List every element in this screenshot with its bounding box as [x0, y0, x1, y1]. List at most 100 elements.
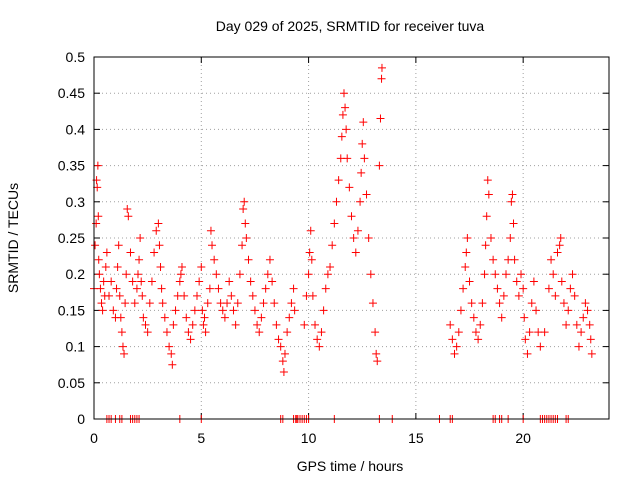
- data-point: [366, 270, 375, 279]
- data-point: [564, 306, 573, 315]
- data-point: [583, 306, 592, 315]
- data-point: [474, 335, 483, 344]
- data-point: [118, 342, 127, 351]
- data-point: [323, 270, 332, 279]
- data-point: [227, 291, 236, 300]
- data-point: [377, 74, 386, 83]
- data-point: [570, 291, 579, 300]
- data-point: [465, 277, 474, 286]
- data-point: [203, 299, 212, 308]
- data-point: [357, 168, 366, 177]
- data-point: [113, 262, 122, 271]
- y-tick-label: 0.3: [66, 194, 86, 210]
- data-point: [259, 299, 268, 308]
- data-point: [330, 219, 339, 228]
- data-point: [553, 248, 562, 257]
- data-point: [210, 255, 219, 264]
- data-point: [158, 299, 167, 308]
- data-point: [200, 313, 209, 322]
- data-point: [101, 262, 110, 271]
- data-point: [98, 306, 107, 315]
- data-point: [214, 284, 223, 293]
- data-point: [120, 349, 129, 358]
- data-point: [171, 306, 180, 315]
- data-point: [353, 226, 362, 235]
- data-point: [572, 320, 581, 329]
- x-tick-label: 5: [197, 430, 205, 446]
- data-point: [345, 183, 354, 192]
- data-point: [536, 342, 545, 351]
- data-point: [150, 248, 159, 257]
- grid-layer: [94, 57, 609, 419]
- data-point: [115, 291, 124, 300]
- data-point: [585, 320, 594, 329]
- data-point: [326, 262, 335, 271]
- y-tick-label: 0.35: [58, 158, 85, 174]
- data-point: [495, 299, 504, 308]
- data-point: [372, 349, 381, 358]
- data-point: [244, 255, 253, 264]
- data-point: [486, 234, 495, 242]
- data-point: [493, 284, 502, 293]
- points-layer: [90, 63, 596, 423]
- data-point: [94, 212, 103, 221]
- data-point: [497, 313, 506, 322]
- data-point: [461, 262, 470, 271]
- data-point: [231, 320, 240, 329]
- data-point: [469, 313, 478, 322]
- data-point: [280, 349, 289, 358]
- data-point: [208, 241, 217, 250]
- chart-title: Day 029 of 2025, SRMTID for receiver tuv…: [216, 18, 485, 34]
- data-point: [532, 306, 541, 315]
- data-point: [377, 63, 386, 72]
- data-point: [587, 349, 596, 358]
- data-point: [147, 277, 156, 286]
- data-point: [199, 320, 208, 329]
- data-point: [107, 277, 116, 286]
- data-point: [289, 284, 298, 293]
- data-point: [300, 320, 309, 329]
- data-point: [566, 284, 575, 293]
- data-point: [96, 284, 105, 293]
- data-point: [356, 197, 365, 206]
- data-point: [242, 234, 251, 242]
- data-point: [529, 277, 538, 286]
- data-point: [105, 291, 114, 300]
- data-point: [359, 118, 368, 127]
- data-point: [351, 248, 360, 257]
- data-point: [452, 342, 461, 351]
- data-point: [467, 299, 476, 308]
- data-point: [116, 313, 125, 322]
- data-point: [332, 197, 341, 206]
- data-point: [94, 255, 103, 264]
- data-point: [135, 255, 144, 264]
- data-point: [481, 241, 490, 250]
- y-tick-label: 0.25: [58, 230, 85, 246]
- data-point: [311, 320, 320, 329]
- data-point: [162, 328, 171, 337]
- data-point: [155, 241, 164, 250]
- y-tick-label: 0.4: [66, 121, 86, 137]
- data-point: [176, 270, 185, 279]
- y-tick-label: 0.5: [66, 49, 86, 65]
- y-axis-label: SRMTID / TECUs: [5, 183, 21, 293]
- data-point: [489, 255, 498, 264]
- data-point: [343, 154, 352, 163]
- data-point: [347, 212, 356, 221]
- data-point: [156, 262, 165, 271]
- data-point: [285, 313, 294, 322]
- data-point: [315, 342, 324, 351]
- data-point: [471, 328, 480, 337]
- data-point: [508, 190, 517, 199]
- data-point: [342, 125, 351, 134]
- data-point: [506, 234, 515, 242]
- data-point: [238, 241, 247, 250]
- data-point: [556, 234, 565, 242]
- data-point: [278, 357, 287, 366]
- data-point: [263, 270, 272, 279]
- data-point: [130, 299, 139, 308]
- data-point: [121, 299, 130, 308]
- data-point: [169, 320, 178, 329]
- data-point: [268, 277, 277, 286]
